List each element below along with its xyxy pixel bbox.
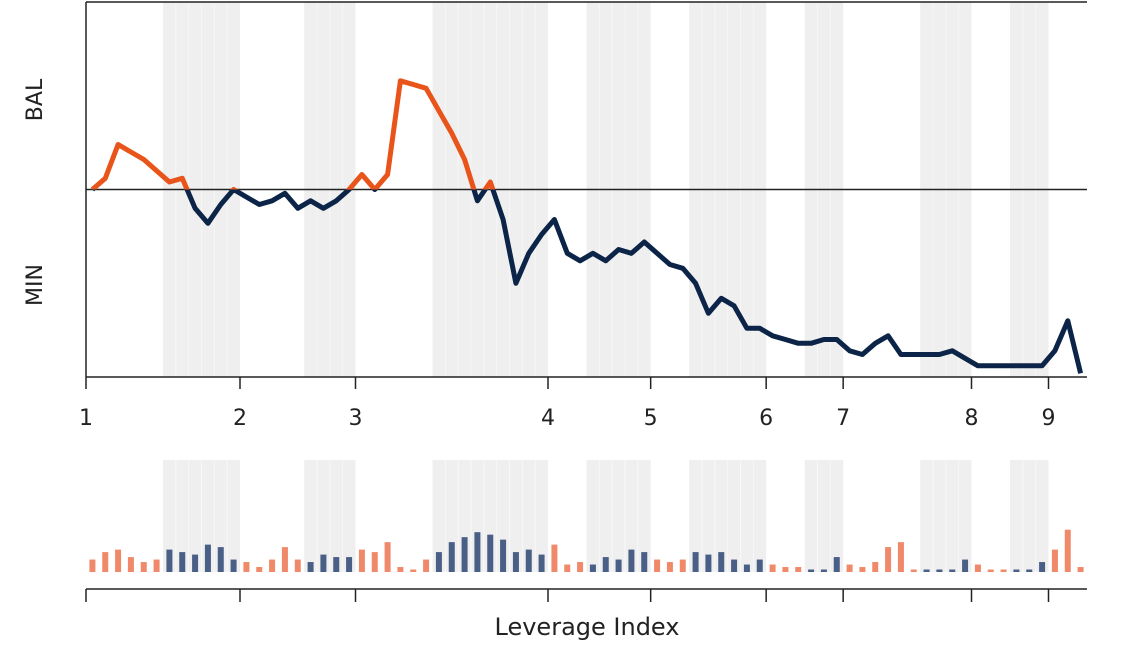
leverage-bar <box>744 565 750 572</box>
leverage-bar <box>949 570 955 572</box>
leverage-bar <box>667 562 673 572</box>
leverage-bar <box>397 567 403 572</box>
inning-band <box>805 460 844 572</box>
leverage-bar <box>333 557 339 572</box>
leverage-bar <box>256 567 262 572</box>
leverage-bar <box>757 560 763 572</box>
inning-band <box>1010 460 1049 572</box>
x-tick-label: 2 <box>233 406 247 431</box>
leverage-bar <box>975 565 981 572</box>
leverage-bar <box>346 557 352 572</box>
leverage-bar <box>526 550 532 572</box>
leverage-bar <box>410 570 416 572</box>
leverage-bar <box>1013 570 1019 572</box>
leverage-bar <box>782 567 788 572</box>
leverage-bar <box>500 540 506 572</box>
leverage-bar <box>988 570 994 572</box>
leverage-bar <box>166 550 172 572</box>
leverage-bar <box>577 562 583 572</box>
leverage-bar <box>385 542 391 572</box>
leverage-bar <box>1065 530 1071 572</box>
leverage-bar <box>628 550 634 572</box>
leverage-bar <box>718 552 724 572</box>
leverage-bar <box>924 570 930 572</box>
leverage-bar <box>847 565 853 572</box>
leverage-bar <box>693 552 699 572</box>
team-label: MIN <box>23 264 48 306</box>
leverage-bar <box>372 552 378 572</box>
leverage-bar <box>474 532 480 572</box>
x-tick-label: 8 <box>965 406 979 431</box>
leverage-bar <box>616 560 622 572</box>
plot: 1 2 3 4 5 6 7 8 9 <box>79 2 1087 602</box>
leverage-bar <box>115 550 121 572</box>
leverage-bar <box>423 560 429 572</box>
leverage-bar <box>962 560 968 572</box>
leverage-bar <box>603 557 609 572</box>
leverage-bar <box>834 557 840 572</box>
leverage-bar <box>680 560 686 572</box>
x-tick-label: 1 <box>79 406 93 431</box>
leverage-bar <box>513 552 519 572</box>
leverage-bar <box>308 562 314 572</box>
leverage-bar <box>192 555 198 572</box>
leverage-bar <box>179 552 185 572</box>
x-tick-label: 3 <box>349 406 363 431</box>
leverage-bar <box>898 542 904 572</box>
x-tick-label: 9 <box>1042 406 1056 431</box>
leverage-bar <box>243 562 249 572</box>
leverage-bar <box>1001 570 1007 572</box>
chart: 1 2 3 4 5 6 7 8 9 BAL MIN Leverage Index <box>0 0 1122 648</box>
x-axis-label: Leverage Index <box>495 613 680 641</box>
inning-band <box>587 460 651 572</box>
leverage-bar <box>641 552 647 572</box>
leverage-bar <box>487 535 493 572</box>
leverage-bar <box>205 545 211 572</box>
leverage-bar <box>320 555 326 572</box>
leverage-bar <box>539 555 545 572</box>
leverage-bar <box>1052 550 1058 572</box>
leverage-bar <box>359 550 365 572</box>
leverage-bar <box>859 567 865 572</box>
leverage-bar <box>1039 562 1045 572</box>
leverage-bar <box>1078 567 1084 572</box>
leverage-bar <box>731 560 737 572</box>
leverage-bar <box>154 560 160 572</box>
team-label: BAL <box>23 78 48 121</box>
leverage-bar <box>89 560 95 572</box>
leverage-bar <box>808 570 814 572</box>
leverage-bar <box>590 565 596 572</box>
leverage-bar <box>141 562 147 572</box>
x-tick-label: 7 <box>836 406 850 431</box>
x-tick-label: 6 <box>759 406 773 431</box>
leverage-bar <box>795 567 801 572</box>
leverage-bar <box>436 552 442 572</box>
leverage-bar <box>821 570 827 572</box>
leverage-bar <box>282 547 288 572</box>
leverage-bar <box>770 565 776 572</box>
leverage-bar <box>872 562 878 572</box>
x-tick-label: 5 <box>644 406 658 431</box>
leverage-bar <box>269 560 275 572</box>
leverage-bar <box>218 547 224 572</box>
leverage-bar <box>102 552 108 572</box>
x-tick-label: 4 <box>541 406 555 431</box>
leverage-bar <box>885 547 891 572</box>
leverage-bar <box>295 560 301 572</box>
leverage-bar <box>705 555 711 572</box>
leverage-bar <box>551 545 557 572</box>
leverage-bar <box>911 570 917 572</box>
leverage-bar <box>231 560 237 572</box>
leverage-bar <box>654 560 660 572</box>
leverage-bar <box>936 570 942 572</box>
leverage-bar <box>564 565 570 572</box>
leverage-bar <box>128 557 134 572</box>
leverage-bar <box>449 542 455 572</box>
leverage-bar <box>1026 570 1032 572</box>
leverage-bar <box>462 537 468 572</box>
